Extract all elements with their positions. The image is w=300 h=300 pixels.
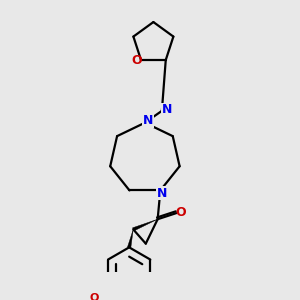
Text: O: O <box>176 206 186 219</box>
Text: N: N <box>157 187 167 200</box>
Polygon shape <box>133 219 158 231</box>
Text: N: N <box>143 114 154 127</box>
Text: O: O <box>89 293 99 300</box>
Text: N: N <box>161 103 172 116</box>
Polygon shape <box>128 230 133 248</box>
Text: O: O <box>131 54 142 67</box>
